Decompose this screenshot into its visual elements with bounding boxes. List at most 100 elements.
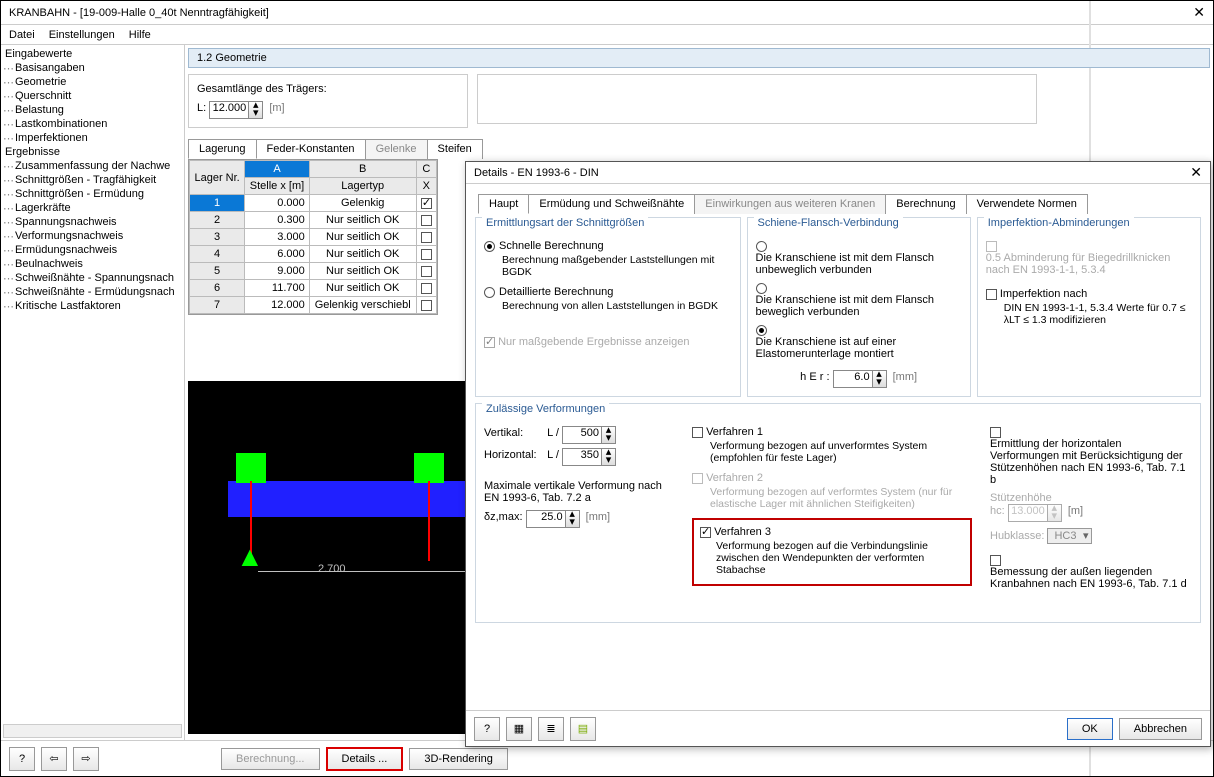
nav-item[interactable]: Lastkombinationen [1,117,184,131]
col-stelle[interactable]: Stelle x [m] [245,178,310,195]
support-tabs: Lagerung Feder-Konstanten Gelenke Steife… [188,139,1210,159]
support-table[interactable]: Lager Nr. A B C Stelle x [m] Lagertyp X … [189,160,437,314]
nav-tree[interactable]: Eingabewerte BasisangabenGeometrieQuersc… [1,45,185,740]
nav-item[interactable]: Schnittgrößen - Ermüdung [1,187,184,201]
nav-ergebnisse[interactable]: Ergebnisse [1,145,184,159]
nav-item[interactable]: Ermüdungsnachweis [1,243,184,257]
table-row[interactable]: 712.000Gelenkig verschiebl [190,297,437,314]
radio-unbeweglich[interactable] [756,241,767,252]
prev-icon[interactable]: ⇦ [41,747,67,771]
table-row[interactable]: 20.300Nur seitlich OK [190,212,437,229]
support-box-1 [236,453,266,483]
dlg-tab-haupt[interactable]: Haupt [478,194,529,214]
table-row[interactable]: 59.000Nur seitlich OK [190,263,437,280]
radio-detail[interactable] [484,287,495,298]
nav-item[interactable]: Imperfektionen [1,131,184,145]
hE-input[interactable]: 6.0▴▾ [833,370,887,388]
chk-v3[interactable] [700,527,711,538]
dlg-tab-norm[interactable]: Verwendete Normen [966,194,1088,214]
nav-item[interactable]: Lagerkräfte [1,201,184,215]
close-icon[interactable]: ✕ [1193,4,1205,21]
geom-box2 [477,74,1037,124]
col-typ[interactable]: Lagertyp [309,178,416,195]
table-row[interactable]: 10.000Gelenkig [190,195,437,212]
nav-item[interactable]: Geometrie [1,75,184,89]
col-C[interactable]: C [416,161,436,178]
chk-v1[interactable] [692,427,703,438]
dlg-icon3[interactable]: ≣ [538,717,564,741]
support-line-2 [428,481,430,561]
nav-item[interactable]: Verformungsnachweis [1,229,184,243]
dlg-icon4[interactable]: ▤ [570,717,596,741]
nav-item[interactable]: Schweißnähte - Ermüdungsnach [1,285,184,299]
hc-input: 13.000▴▾ [1008,504,1062,522]
nav-item[interactable]: Zusammenfassung der Nachwe [1,159,184,173]
chk-bemessung[interactable] [990,555,1001,566]
dz-input[interactable]: 25.0▴▾ [526,510,580,528]
chk-imp[interactable] [986,289,997,300]
nav-item[interactable]: Kritische Lastfaktoren [1,299,184,313]
window-title: KRANBAHN - [19-009-Halle 0_40t Nenntragf… [9,7,269,19]
menu-help[interactable]: Hilfe [129,29,151,41]
verfahren3-box: Verfahren 3 Verformung bezogen auf die V… [692,518,972,586]
dim-value: 2.700 [318,563,346,575]
app-window: KRANBAHN - [19-009-Halle 0_40t Nenntragf… [0,0,1214,777]
dlg-tab-erm[interactable]: Ermüdung und Schweißnähte [528,194,695,214]
cancel-button[interactable]: Abbrechen [1119,718,1202,740]
panel-title: 1.2 Geometrie [188,48,1210,68]
table-row[interactable]: 46.000Nur seitlich OK [190,246,437,263]
details-dialog: Details - EN 1993-6 - DIN ✕ Haupt Ermüdu… [465,161,1211,747]
dlg-tab-calc[interactable]: Berechnung [885,194,966,214]
group-schiene: Schiene-Flansch-Verbindung Die Kranschie… [747,217,971,397]
chk-massgebend[interactable] [484,337,495,348]
col-A[interactable]: A [245,161,310,178]
geom-box: Gesamtlänge des Trägers: L: 12.000▴▾ [m] [188,74,468,128]
menu-settings[interactable]: Einstellungen [49,29,115,41]
col-x[interactable]: X [416,178,436,195]
ok-button[interactable]: OK [1067,718,1113,740]
nav-item[interactable]: Querschnitt [1,89,184,103]
nav-scrollbar[interactable] [3,724,182,738]
horz-input[interactable]: 350▴▾ [562,448,616,466]
L-input[interactable]: 12.000▴▾ [209,101,263,119]
details-button[interactable]: Details ... [326,747,404,771]
col-lager[interactable]: Lager Nr. [190,161,245,195]
radio-elastomer[interactable] [756,325,767,336]
nav-item[interactable]: Spannungsnachweis [1,215,184,229]
titlebar: KRANBAHN - [19-009-Halle 0_40t Nenntragf… [1,1,1213,25]
nav-item[interactable]: Schweißnähte - Spannungsnach [1,271,184,285]
nav-eingabe[interactable]: Eingabewerte [1,47,184,61]
help-icon[interactable]: ? [9,747,35,771]
nav-item[interactable]: Basisangaben [1,61,184,75]
nav-item[interactable]: Belastung [1,103,184,117]
render-button[interactable]: 3D-Rendering [409,748,507,770]
nav-item[interactable]: Beulnachweis [1,257,184,271]
tab-lagerung[interactable]: Lagerung [188,139,257,159]
dialog-titlebar: Details - EN 1993-6 - DIN ✕ [466,162,1210,184]
dlg-icon2[interactable]: ▦ [506,717,532,741]
chk-05abm [986,241,997,252]
dlg-help-icon[interactable]: ? [474,717,500,741]
tab-gelenke[interactable]: Gelenke [365,139,428,159]
menu-file[interactable]: Datei [9,29,35,41]
vert-input[interactable]: 500▴▾ [562,426,616,444]
radio-schnell[interactable] [484,241,495,252]
radio-beweglich[interactable] [756,283,767,294]
L-unit: [m] [269,102,284,114]
group-verformungen: Zulässige Verformungen Vertikal: L / 500… [475,403,1201,623]
len-label: Gesamtlänge des Trägers: [197,83,459,95]
col-B[interactable]: B [309,161,416,178]
tab-steifen[interactable]: Steifen [427,139,483,159]
group-imperfektion: Imperfektion-Abminderungen 0.5 Abminderu… [977,217,1201,397]
dialog-title: Details - EN 1993-6 - DIN [474,167,599,179]
dialog-close-icon[interactable]: ✕ [1190,164,1202,181]
group-ermittlung: Ermittlungsart der Schnittgrößen Schnell… [475,217,741,397]
table-row[interactable]: 33.000Nur seitlich OK [190,229,437,246]
chk-ermittlung-horz[interactable] [990,427,1001,438]
dlg-tab-einw[interactable]: Einwirkungen aus weiteren Kranen [694,194,886,214]
tab-feder[interactable]: Feder-Konstanten [256,139,366,159]
next-icon[interactable]: ⇨ [73,747,99,771]
berechnung-button[interactable]: Berechnung... [221,748,320,770]
nav-item[interactable]: Schnittgrößen - Tragfähigkeit [1,173,184,187]
table-row[interactable]: 611.700Nur seitlich OK [190,280,437,297]
